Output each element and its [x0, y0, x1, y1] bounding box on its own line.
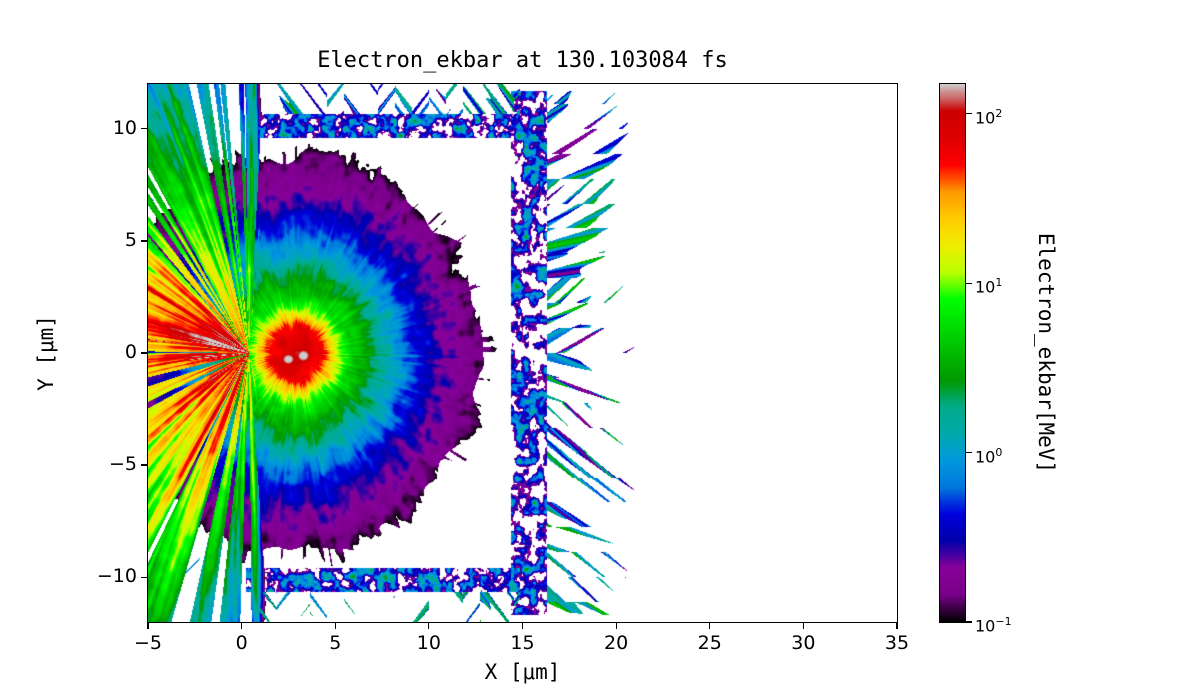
y-tick-label: 5: [124, 228, 137, 251]
x-tick-label: 20: [604, 632, 629, 654]
colorbar: [938, 82, 966, 623]
y-tick-mark: [141, 352, 148, 354]
y-tick-mark: [141, 464, 148, 466]
y-tick-mark: [141, 128, 148, 130]
x-tick-mark: [428, 622, 430, 629]
colorbar-tick-mark: [966, 282, 972, 284]
x-tick-mark: [334, 622, 336, 629]
x-tick-label: 0: [235, 632, 248, 654]
y-tick-label: 10: [112, 116, 137, 139]
x-tick-label: 25: [697, 632, 722, 654]
colorbar-tick-mark: [966, 621, 972, 623]
x-tick-mark: [802, 622, 804, 629]
x-tick-mark: [241, 622, 243, 629]
x-tick-mark: [709, 622, 711, 629]
x-tick-mark: [896, 622, 898, 629]
plot-title: Electron_ekbar at 130.103084 fs: [317, 48, 728, 73]
colorbar-tick-label: 10−1: [975, 615, 1012, 636]
y-tick-mark: [141, 240, 148, 242]
plot-area: [146, 82, 898, 623]
x-tick-mark: [615, 622, 617, 629]
x-tick-label: 15: [510, 632, 535, 654]
x-tick-label: 5: [329, 632, 342, 654]
x-tick-mark: [147, 622, 149, 629]
x-tick-label: 30: [791, 632, 816, 654]
x-tick-label: 35: [884, 632, 910, 654]
colorbar-label: Electron_ekbar[MeV]: [1034, 232, 1058, 474]
colorbar-gradient-canvas: [939, 83, 965, 622]
x-tick-label: 10: [416, 632, 441, 654]
colorbar-tick-label: 101: [975, 276, 1003, 297]
colorbar-tick-label: 102: [975, 106, 1003, 128]
x-axis-label: X [μm]: [484, 660, 561, 684]
x-tick-label: −5: [133, 632, 163, 654]
colorbar-tick-mark: [966, 452, 972, 454]
y-tick-label: −5: [108, 453, 137, 476]
y-tick-label: −10: [96, 565, 137, 588]
y-tick-label: 0: [124, 341, 137, 363]
x-tick-mark: [521, 622, 524, 629]
heatmap-canvas: [147, 83, 897, 622]
colorbar-tick-mark: [966, 113, 972, 115]
y-tick-mark: [141, 576, 148, 578]
colorbar-tick-label: 100: [975, 445, 1003, 466]
